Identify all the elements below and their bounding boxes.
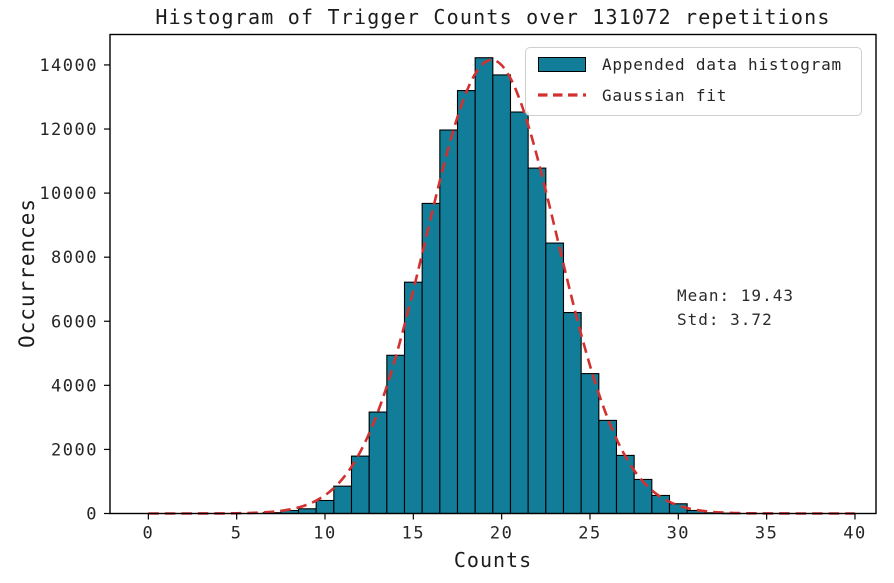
histogram-bar	[315, 499, 335, 515]
histogram-bar	[456, 90, 476, 515]
x-tick-label: 15	[402, 524, 425, 544]
x-axis-label: Counts	[453, 548, 533, 572]
histogram-bar	[545, 242, 565, 515]
histogram-bars	[262, 57, 741, 515]
histogram-bar	[492, 74, 512, 515]
y-tick-label: 2000	[51, 440, 98, 460]
x-tick-label: 20	[490, 524, 513, 544]
y-tick-label: 8000	[51, 248, 98, 268]
histogram-bar	[439, 129, 459, 515]
y-tick-label: 0	[86, 505, 98, 525]
histogram-swatch-icon	[538, 56, 586, 72]
x-tick-label: 30	[667, 524, 690, 544]
histogram-bar	[633, 478, 653, 515]
x-tick-label: 40	[843, 524, 866, 544]
legend-box: Appended data histogram Gaussian fit	[525, 47, 862, 116]
histogram-bar	[403, 281, 423, 515]
legend-label-histogram: Appended data histogram	[602, 54, 842, 74]
dashed-line-icon	[538, 93, 586, 97]
legend-label-gaussian: Gaussian fit	[602, 85, 728, 105]
histogram-bar	[598, 419, 618, 515]
histogram-bar	[615, 454, 635, 515]
x-tick-label: 10	[313, 524, 336, 544]
y-tick-label: 14000	[39, 56, 98, 76]
plot-border	[109, 33, 877, 515]
stats-annotation: Mean: 19.43 Std: 3.72	[677, 284, 794, 332]
legend-item-histogram: Appended data histogram	[538, 53, 842, 75]
x-tick-label: 0	[142, 524, 154, 544]
std-text: Std: 3.72	[677, 310, 773, 329]
histogram-bar	[527, 167, 547, 515]
y-tick-label: 12000	[39, 120, 98, 140]
histogram-bar	[421, 202, 441, 515]
y-axis-label: Occurrences	[15, 197, 39, 349]
histogram-bar	[474, 57, 494, 515]
legend-item-gaussian: Gaussian fit	[538, 84, 727, 106]
histogram-bar	[651, 494, 671, 515]
histogram-bar	[580, 373, 600, 515]
histogram-bar	[333, 485, 353, 515]
axis-tick-labels: 0 5 10 15 20 25 30 35 40 0 2000 4000 6000 8000 10000 12…	[39, 56, 866, 544]
histogram-bar	[509, 111, 529, 515]
histogram-bar	[562, 311, 582, 515]
x-tick-label: 35	[755, 524, 778, 544]
axis-ticks	[104, 64, 856, 520]
histogram-bar	[368, 411, 388, 515]
x-tick-label: 25	[578, 524, 601, 544]
y-tick-label: 4000	[51, 376, 98, 396]
mean-text: Mean: 19.43	[677, 286, 794, 305]
chart-title: Histogram of Trigger Counts over 131072 …	[155, 5, 831, 29]
y-tick-label: 10000	[39, 184, 98, 204]
x-tick-label: 5	[231, 524, 243, 544]
y-tick-label: 6000	[51, 312, 98, 332]
histogram-bar	[297, 508, 317, 515]
